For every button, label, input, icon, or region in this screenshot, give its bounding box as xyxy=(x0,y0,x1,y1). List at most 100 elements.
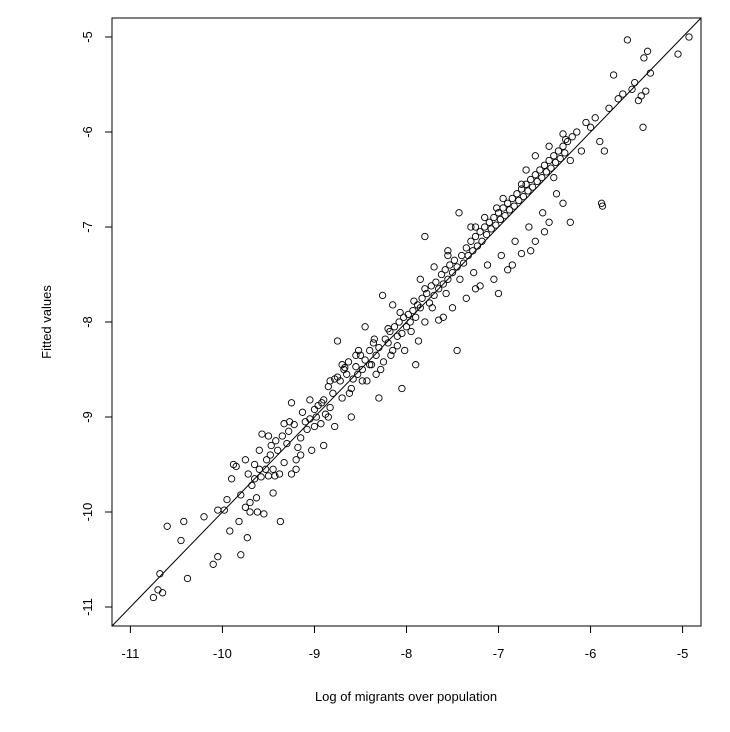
data-point xyxy=(446,261,454,269)
y-axis: -11 -10 -9 -8 -7 -6 -5 xyxy=(80,31,112,616)
data-point xyxy=(285,427,293,435)
data-point xyxy=(531,237,539,245)
data-point xyxy=(511,237,519,245)
data-point xyxy=(551,158,560,167)
data-point xyxy=(287,399,296,407)
data-point xyxy=(531,171,539,179)
data-point xyxy=(508,194,516,203)
data-point xyxy=(496,215,505,224)
data-point xyxy=(158,589,167,597)
data-point xyxy=(517,249,526,258)
data-point xyxy=(614,95,622,103)
data-point xyxy=(505,206,514,214)
data-point xyxy=(227,475,236,483)
data-point xyxy=(326,403,334,412)
data-point xyxy=(367,361,376,369)
data-point xyxy=(528,183,537,191)
data-point xyxy=(306,415,314,423)
data-point xyxy=(214,506,222,514)
y-axis-label: Fitted values xyxy=(39,285,54,359)
data-point xyxy=(372,351,380,359)
data-point xyxy=(504,266,512,274)
data-point xyxy=(389,346,397,355)
data-point xyxy=(352,363,360,371)
data-point xyxy=(361,323,369,331)
data-point xyxy=(398,329,406,338)
data-point xyxy=(149,593,158,602)
data-point xyxy=(559,142,567,150)
data-point xyxy=(533,177,541,186)
data-point xyxy=(341,363,349,372)
data-point xyxy=(266,451,274,459)
data-point xyxy=(356,351,365,359)
data-point xyxy=(456,275,464,283)
data-point xyxy=(331,422,339,431)
data-point xyxy=(609,71,618,79)
data-point xyxy=(525,223,533,231)
data-point xyxy=(478,237,486,245)
data-point xyxy=(329,389,337,397)
data-point xyxy=(177,536,185,545)
data-point xyxy=(404,310,412,319)
data-point xyxy=(561,149,569,157)
data-point xyxy=(552,190,561,198)
data-point xyxy=(494,289,503,298)
data-point xyxy=(550,173,558,182)
data-point xyxy=(412,313,420,321)
data-point xyxy=(430,263,438,271)
data-point xyxy=(378,291,387,300)
data-point xyxy=(366,361,374,369)
data-point xyxy=(235,517,243,526)
data-point xyxy=(310,422,319,431)
data-point xyxy=(387,351,395,359)
data-point xyxy=(545,156,553,165)
data-point xyxy=(485,218,493,226)
data-point xyxy=(554,147,563,155)
data-point xyxy=(297,451,305,459)
data-point xyxy=(582,118,590,127)
data-point xyxy=(519,192,528,201)
x-tick-label: -5 xyxy=(677,646,689,661)
data-point xyxy=(410,297,418,305)
data-point xyxy=(453,346,461,355)
data-point xyxy=(264,432,273,440)
data-point xyxy=(252,494,261,502)
data-point xyxy=(384,325,392,333)
data-point xyxy=(363,377,371,385)
data-point xyxy=(510,202,518,210)
data-point xyxy=(685,33,693,41)
data-point xyxy=(591,114,599,122)
data-point xyxy=(269,489,277,497)
data-point xyxy=(643,47,652,55)
data-point xyxy=(517,185,526,193)
data-point xyxy=(306,396,314,404)
data-point xyxy=(598,202,607,210)
data-point xyxy=(473,242,482,250)
data-point xyxy=(527,247,535,255)
data-point xyxy=(180,517,188,526)
data-point xyxy=(527,175,535,184)
data-point xyxy=(639,123,647,131)
data-point xyxy=(421,318,429,326)
data-point xyxy=(458,251,466,260)
data-point xyxy=(354,370,362,378)
data-point xyxy=(605,104,613,112)
data-point xyxy=(154,586,162,594)
data-point xyxy=(338,394,346,402)
data-point xyxy=(272,437,280,445)
data-point xyxy=(439,280,447,288)
data-point xyxy=(470,268,478,277)
data-point xyxy=(442,289,450,298)
data-point xyxy=(312,413,320,421)
data-point xyxy=(674,50,682,58)
data-point xyxy=(398,384,406,393)
data-point xyxy=(497,251,505,260)
data-point xyxy=(515,196,523,205)
data-point xyxy=(416,304,424,312)
data-point xyxy=(347,413,355,421)
data-point xyxy=(223,495,231,504)
data-point xyxy=(269,465,277,473)
data-point xyxy=(310,405,319,414)
data-point xyxy=(349,375,357,383)
data-point xyxy=(407,327,415,336)
